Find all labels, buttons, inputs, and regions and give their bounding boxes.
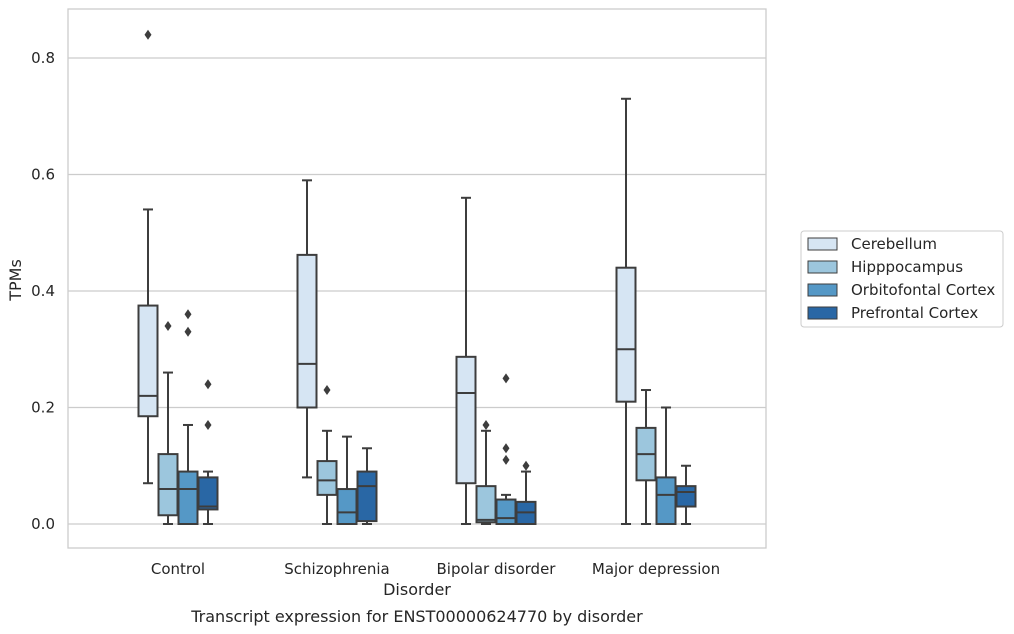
box xyxy=(455,355,477,485)
x-tick-label: Major depression xyxy=(592,560,720,578)
y-tick-label: 0.4 xyxy=(31,282,55,300)
chart-caption: Transcript expression for ENST0000062477… xyxy=(190,607,643,626)
legend-swatch xyxy=(807,283,838,297)
box xyxy=(495,498,517,526)
boxplot-1-2 xyxy=(475,419,497,525)
outlier-point xyxy=(522,460,530,471)
x-axis-label: Disorder xyxy=(383,580,451,599)
x-tick-label: Bipolar disorder xyxy=(437,560,557,578)
y-tick-label: 0.8 xyxy=(31,49,55,67)
y-axis-label: TPMs xyxy=(6,259,25,302)
boxplot-3-2 xyxy=(515,460,537,525)
legend: Cerebellum Hipppocampus Orbitofontal Corte… xyxy=(800,230,1004,328)
boxplot-2-2 xyxy=(495,373,517,526)
legend-label: Orbitofontal Cortex xyxy=(851,281,995,299)
box xyxy=(177,470,199,526)
outlier-point xyxy=(164,320,172,331)
outlier-point xyxy=(323,385,331,396)
outlier-point xyxy=(184,309,192,320)
plot-frame xyxy=(67,8,767,549)
x-tick-labels: Control Schizophrenia Bipolar disorder Majo… xyxy=(151,560,720,578)
boxplot-0-2 xyxy=(455,196,477,525)
y-tick-label: 0.0 xyxy=(31,515,55,533)
boxplot-1-0 xyxy=(157,320,179,525)
box xyxy=(675,485,697,508)
boxplot-2-0 xyxy=(177,309,199,526)
box xyxy=(336,488,358,525)
boxplot-1-1 xyxy=(316,385,338,525)
legend-label: Cerebellum xyxy=(851,235,937,253)
box xyxy=(655,476,677,525)
legend-swatch xyxy=(807,237,838,251)
boxplot-3-3 xyxy=(675,464,697,525)
outlier-point xyxy=(502,454,510,465)
box xyxy=(296,253,318,409)
x-tick-label: Control xyxy=(151,560,205,578)
outlier-point xyxy=(502,373,510,384)
legend-label: Prefrontal Cortex xyxy=(851,304,978,322)
boxplots xyxy=(137,29,697,526)
box xyxy=(197,476,219,511)
boxplot-0-0 xyxy=(137,29,159,485)
box xyxy=(615,266,637,403)
outlier-point xyxy=(502,443,510,454)
outlier-point xyxy=(204,379,212,390)
boxplot-3-1 xyxy=(356,447,378,525)
box xyxy=(137,304,159,418)
box xyxy=(475,485,497,524)
boxplot-0-1 xyxy=(296,179,318,479)
legend-swatch xyxy=(807,306,838,320)
legend-label: Hipppocampus xyxy=(851,258,963,276)
box xyxy=(356,470,378,523)
legend-frame xyxy=(800,230,1004,328)
outlier-point xyxy=(482,419,490,430)
boxplot-0-3 xyxy=(615,97,637,525)
outlier-point xyxy=(144,29,152,40)
legend-swatch xyxy=(807,260,838,274)
box xyxy=(157,453,179,517)
y-tick-labels: 0.0 0.2 0.4 0.6 0.8 xyxy=(31,49,55,533)
y-tick-label: 0.2 xyxy=(31,399,55,417)
outlier-point xyxy=(204,419,212,430)
box xyxy=(316,460,338,496)
boxplot-1-3 xyxy=(635,389,657,525)
x-tick-label: Schizophrenia xyxy=(284,560,389,578)
y-tick-label: 0.6 xyxy=(31,166,55,184)
boxplot-3-0 xyxy=(197,379,219,525)
outlier-point xyxy=(184,326,192,337)
